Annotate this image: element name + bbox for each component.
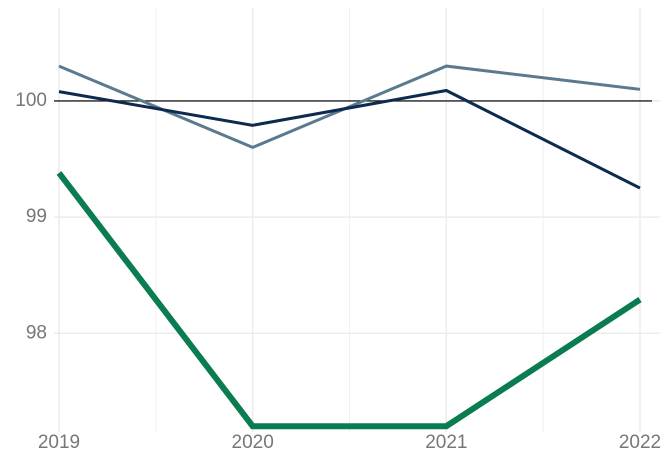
series-line: [58, 88, 641, 190]
x-tick-label: 2022: [619, 432, 661, 453]
x-tick-label: 2021: [425, 432, 467, 453]
y-tick-label: 99: [26, 206, 47, 227]
y-tick-label: 98: [26, 322, 47, 343]
series-line: [56, 171, 642, 430]
x-tick-label: 2019: [38, 432, 80, 453]
x-tick-label: 2020: [232, 432, 274, 453]
y-tick-label: 100: [15, 90, 47, 111]
